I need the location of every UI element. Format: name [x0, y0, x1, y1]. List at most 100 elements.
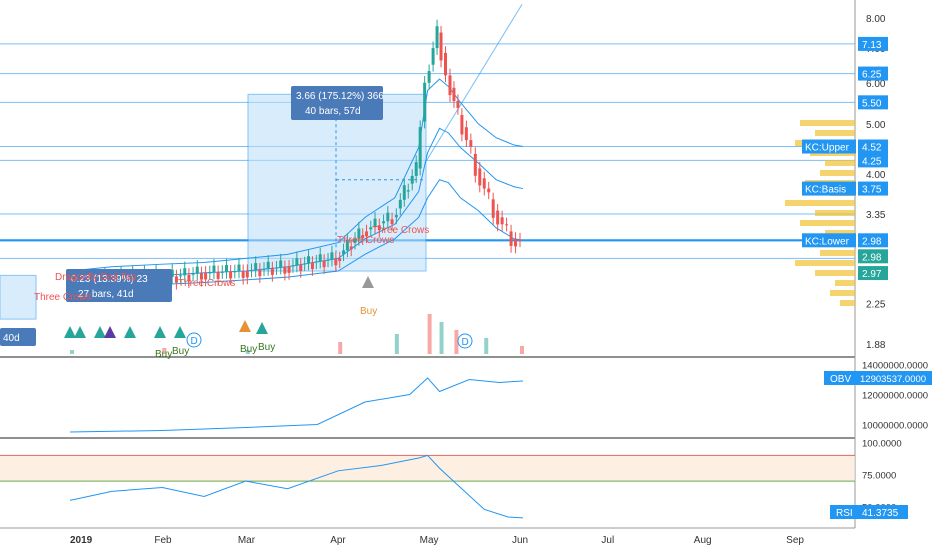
candle-body [464, 127, 468, 141]
candle-body [307, 256, 311, 264]
candle-body [187, 274, 191, 282]
volume-profile-bar [830, 290, 855, 296]
pattern-label: Three Crows [337, 235, 394, 246]
rsi-badge-value: 41.3735 [862, 508, 899, 519]
candle-body [229, 271, 233, 279]
volume-profile-bar [815, 270, 855, 276]
candle-body [439, 32, 443, 61]
measure-box-text: 3.66 (175.12%) 366 [296, 91, 384, 102]
candle-body [208, 272, 212, 274]
time-tick-label: Jul [601, 535, 614, 546]
volume-profile-bar [795, 260, 855, 266]
dividend-marker [457, 333, 473, 349]
candle-body [191, 273, 195, 275]
candle-body [338, 258, 342, 262]
badge-label-bg [802, 181, 856, 196]
badge-value-bg [858, 66, 888, 81]
rsi-badge-label-bg [830, 505, 858, 519]
candle-body [423, 82, 427, 122]
candle-body [250, 270, 253, 272]
candle-body [342, 250, 346, 255]
volume-bar [439, 322, 444, 354]
dividend-marker [186, 332, 202, 348]
candle-body [291, 265, 295, 267]
candle-body [183, 268, 187, 276]
range-box [247, 93, 427, 272]
candle-body [204, 272, 208, 280]
badge-label: KC:Upper [805, 143, 850, 154]
volume-bar [454, 330, 459, 354]
candle-body [394, 215, 398, 218]
badge-value-bg [858, 36, 888, 51]
candle-body [514, 238, 518, 247]
volume-profile-bar [800, 120, 855, 126]
candle-body [330, 252, 334, 260]
candle-body [357, 228, 361, 239]
buy-label: Buy [155, 349, 172, 360]
candle-body [314, 261, 318, 263]
candle-body [310, 262, 314, 270]
obv-badge-value-bg [858, 371, 932, 385]
volume-profile-bar [825, 230, 855, 236]
candle-body [334, 259, 338, 266]
volume-bar [162, 348, 167, 354]
signal-triangle [174, 326, 186, 338]
candle-body [361, 235, 365, 239]
price-tick-label: 8.00 [866, 14, 886, 25]
volume-profile-bar [800, 220, 855, 226]
candle-body [195, 266, 199, 274]
dividend-marker-label: D [462, 337, 469, 348]
candle-body [233, 271, 237, 273]
buy-label: Buy [240, 344, 257, 355]
badge-value-bg [858, 249, 888, 264]
candle-body [431, 48, 435, 65]
candle-body [318, 254, 322, 262]
badge-value-bg [858, 181, 888, 196]
badge-value-bg [858, 153, 888, 168]
candle-body [349, 246, 353, 250]
price-tick-label: 2.25 [866, 300, 886, 311]
candle-body [518, 239, 522, 241]
range-box-small [0, 274, 37, 320]
candle-body [254, 263, 258, 271]
signal-triangle [256, 322, 268, 334]
candle-body [287, 266, 291, 273]
candle-body [418, 127, 422, 169]
time-tick-label: Feb [154, 535, 172, 546]
candle-body [435, 26, 439, 49]
obv-tick-label: 14000000.0000 [862, 361, 928, 372]
volume-profile-bar [820, 250, 855, 256]
candle-body [496, 210, 500, 225]
obv-tick-label: 12000000.0000 [862, 391, 928, 402]
signal-triangle [124, 326, 136, 338]
candle-body [299, 264, 303, 271]
badge-label-bg [802, 139, 856, 154]
candle-body [460, 114, 464, 135]
rsi-band [0, 455, 855, 482]
badge-value-bg [858, 95, 888, 110]
candle-body [386, 212, 390, 222]
volume-profile-bar [785, 200, 855, 206]
time-tick-label: Jun [512, 535, 528, 546]
badge-value: 2.97 [862, 269, 882, 280]
obv-badge-label-bg [824, 371, 858, 385]
rsi-line [69, 454, 524, 519]
volume-bar [338, 342, 343, 354]
candle-body [270, 268, 274, 275]
candle-body [414, 162, 418, 176]
badge-value: 2.98 [862, 236, 882, 247]
measure-box-text: 40 bars, 57d [305, 106, 361, 117]
badge-value: 3.75 [862, 185, 882, 196]
candle-body [303, 263, 307, 265]
dividend-marker-label: D [191, 336, 198, 347]
badge-value: 6.25 [862, 70, 882, 81]
keltner-line [69, 179, 524, 290]
candle-body [326, 259, 330, 261]
volume-profile-bar [840, 300, 855, 306]
badge-label-bg [802, 233, 856, 248]
time-tick-label: Apr [330, 535, 346, 546]
rsi-tick-label: 100.0000 [862, 439, 902, 450]
time-tick-label: 2019 [70, 535, 93, 546]
